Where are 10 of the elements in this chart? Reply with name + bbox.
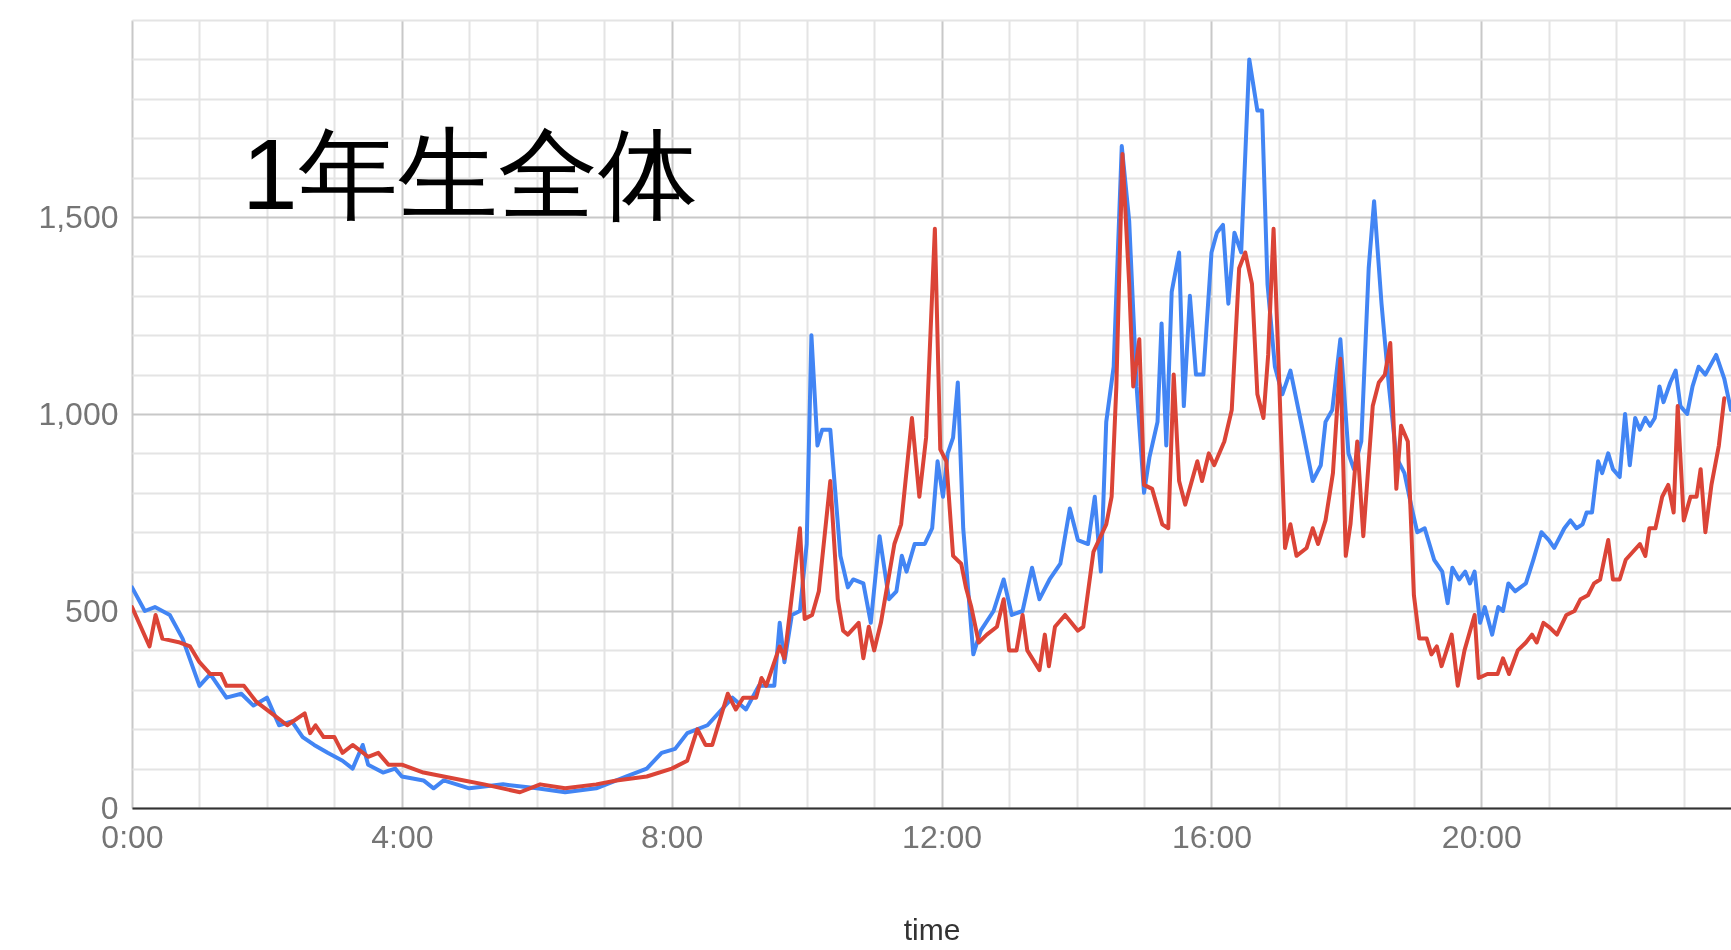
y-tick-label: 1,500 xyxy=(38,198,119,235)
x-tick-label: 12:00 xyxy=(902,818,983,855)
x-tick-label: 8:00 xyxy=(641,818,704,855)
x-tick-label: 20:00 xyxy=(1441,818,1522,855)
y-tick-label: 500 xyxy=(65,592,119,629)
text: 1年生全体 xyxy=(242,118,698,230)
x-axis-title: time xyxy=(903,912,961,946)
x-tick-label: 16:00 xyxy=(1171,818,1253,855)
y-tick-label: 1,000 xyxy=(38,395,119,432)
x-tick-label: 4:00 xyxy=(371,818,434,855)
